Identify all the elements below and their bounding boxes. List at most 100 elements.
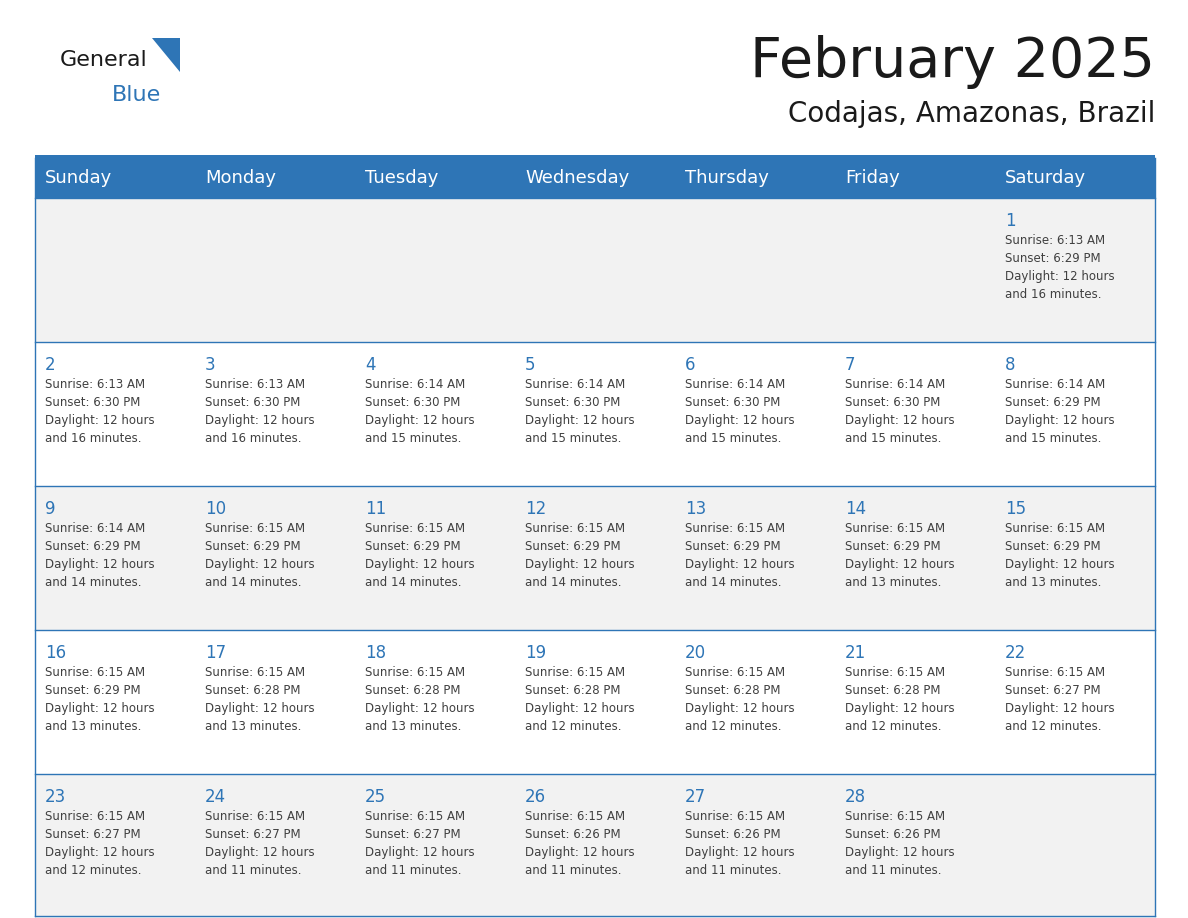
Bar [996, 774, 1155, 918]
Text: 21: 21 [845, 644, 866, 662]
Bar [195, 158, 355, 198]
Text: Sunset: 6:26 PM: Sunset: 6:26 PM [525, 828, 620, 841]
Text: and 13 minutes.: and 13 minutes. [206, 720, 302, 733]
Text: Sunset: 6:29 PM: Sunset: 6:29 PM [525, 540, 620, 553]
Text: and 12 minutes.: and 12 minutes. [1005, 720, 1101, 733]
Text: 6: 6 [685, 356, 695, 374]
Bar [516, 198, 675, 342]
Text: Monday: Monday [206, 169, 276, 187]
Text: Sunset: 6:28 PM: Sunset: 6:28 PM [685, 684, 781, 697]
Text: Tuesday: Tuesday [365, 169, 438, 187]
Text: and 16 minutes.: and 16 minutes. [1005, 288, 1101, 301]
Text: and 14 minutes.: and 14 minutes. [525, 576, 621, 589]
Text: Sunset: 6:28 PM: Sunset: 6:28 PM [365, 684, 461, 697]
Text: Sunrise: 6:15 AM: Sunrise: 6:15 AM [1005, 666, 1105, 679]
Bar [675, 774, 835, 918]
Text: Daylight: 12 hours: Daylight: 12 hours [845, 702, 955, 715]
Bar [675, 486, 835, 630]
Text: Daylight: 12 hours: Daylight: 12 hours [365, 846, 475, 859]
Text: Sunrise: 6:15 AM: Sunrise: 6:15 AM [845, 666, 946, 679]
Text: Sunrise: 6:15 AM: Sunrise: 6:15 AM [206, 522, 305, 535]
Text: 1: 1 [1005, 212, 1016, 230]
Bar [34, 155, 1155, 158]
Text: Sunrise: 6:15 AM: Sunrise: 6:15 AM [45, 810, 145, 823]
Text: Sunset: 6:29 PM: Sunset: 6:29 PM [1005, 396, 1100, 409]
Bar [835, 158, 996, 198]
Text: Sunset: 6:27 PM: Sunset: 6:27 PM [206, 828, 301, 841]
Text: 16: 16 [45, 644, 67, 662]
Text: and 14 minutes.: and 14 minutes. [206, 576, 302, 589]
Bar [34, 630, 195, 774]
Bar [195, 342, 355, 486]
Text: Sunrise: 6:15 AM: Sunrise: 6:15 AM [525, 522, 625, 535]
Text: Daylight: 12 hours: Daylight: 12 hours [206, 558, 315, 571]
Bar [355, 630, 516, 774]
Text: and 14 minutes.: and 14 minutes. [365, 576, 461, 589]
Text: 14: 14 [845, 500, 866, 518]
Bar [516, 774, 675, 918]
Text: and 15 minutes.: and 15 minutes. [365, 432, 461, 445]
Bar [996, 158, 1155, 198]
Text: 22: 22 [1005, 644, 1026, 662]
Bar [34, 486, 195, 630]
Bar [34, 774, 195, 918]
Text: 4: 4 [365, 356, 375, 374]
Text: and 15 minutes.: and 15 minutes. [845, 432, 941, 445]
Text: Thursday: Thursday [685, 169, 769, 187]
Text: Daylight: 12 hours: Daylight: 12 hours [365, 558, 475, 571]
Text: and 12 minutes.: and 12 minutes. [525, 720, 621, 733]
Text: Sunrise: 6:15 AM: Sunrise: 6:15 AM [845, 522, 946, 535]
Bar [996, 486, 1155, 630]
Text: 27: 27 [685, 788, 706, 806]
Text: Sunset: 6:29 PM: Sunset: 6:29 PM [1005, 540, 1100, 553]
Text: Sunrise: 6:14 AM: Sunrise: 6:14 AM [685, 378, 785, 391]
Bar [516, 342, 675, 486]
Text: Daylight: 12 hours: Daylight: 12 hours [1005, 702, 1114, 715]
Text: and 13 minutes.: and 13 minutes. [365, 720, 461, 733]
Text: 23: 23 [45, 788, 67, 806]
Bar [355, 774, 516, 918]
Text: Sunset: 6:30 PM: Sunset: 6:30 PM [206, 396, 301, 409]
Text: 15: 15 [1005, 500, 1026, 518]
Text: Sunrise: 6:13 AM: Sunrise: 6:13 AM [45, 378, 145, 391]
Text: Codajas, Amazonas, Brazil: Codajas, Amazonas, Brazil [788, 100, 1155, 128]
Bar [195, 630, 355, 774]
Text: Daylight: 12 hours: Daylight: 12 hours [45, 558, 154, 571]
Text: Sunrise: 6:15 AM: Sunrise: 6:15 AM [845, 810, 946, 823]
Text: Daylight: 12 hours: Daylight: 12 hours [845, 558, 955, 571]
Text: Daylight: 12 hours: Daylight: 12 hours [45, 414, 154, 427]
Text: 12: 12 [525, 500, 546, 518]
Text: Friday: Friday [845, 169, 899, 187]
Text: Sunset: 6:29 PM: Sunset: 6:29 PM [685, 540, 781, 553]
Text: Sunrise: 6:15 AM: Sunrise: 6:15 AM [365, 666, 466, 679]
Text: and 11 minutes.: and 11 minutes. [845, 864, 942, 877]
Bar [195, 486, 355, 630]
Text: and 11 minutes.: and 11 minutes. [365, 864, 461, 877]
Bar [996, 630, 1155, 774]
Text: Sunday: Sunday [45, 169, 112, 187]
Text: 17: 17 [206, 644, 226, 662]
Text: 28: 28 [845, 788, 866, 806]
Text: Sunset: 6:29 PM: Sunset: 6:29 PM [365, 540, 461, 553]
Text: Sunset: 6:30 PM: Sunset: 6:30 PM [845, 396, 941, 409]
Text: Daylight: 12 hours: Daylight: 12 hours [525, 414, 634, 427]
Text: and 12 minutes.: and 12 minutes. [845, 720, 942, 733]
Text: Sunrise: 6:14 AM: Sunrise: 6:14 AM [845, 378, 946, 391]
Text: Sunrise: 6:13 AM: Sunrise: 6:13 AM [1005, 234, 1105, 247]
Bar [516, 486, 675, 630]
Text: 8: 8 [1005, 356, 1016, 374]
Text: Sunrise: 6:15 AM: Sunrise: 6:15 AM [685, 666, 785, 679]
Text: Daylight: 12 hours: Daylight: 12 hours [206, 702, 315, 715]
Text: Sunset: 6:28 PM: Sunset: 6:28 PM [525, 684, 620, 697]
Text: and 15 minutes.: and 15 minutes. [1005, 432, 1101, 445]
Text: Sunset: 6:28 PM: Sunset: 6:28 PM [206, 684, 301, 697]
Text: Sunset: 6:26 PM: Sunset: 6:26 PM [685, 828, 781, 841]
Text: Daylight: 12 hours: Daylight: 12 hours [525, 558, 634, 571]
Text: 2: 2 [45, 356, 56, 374]
Bar [835, 486, 996, 630]
Bar [996, 198, 1155, 342]
Text: and 13 minutes.: and 13 minutes. [1005, 576, 1101, 589]
Bar [195, 774, 355, 918]
Text: Sunrise: 6:15 AM: Sunrise: 6:15 AM [365, 810, 466, 823]
Text: Daylight: 12 hours: Daylight: 12 hours [845, 414, 955, 427]
